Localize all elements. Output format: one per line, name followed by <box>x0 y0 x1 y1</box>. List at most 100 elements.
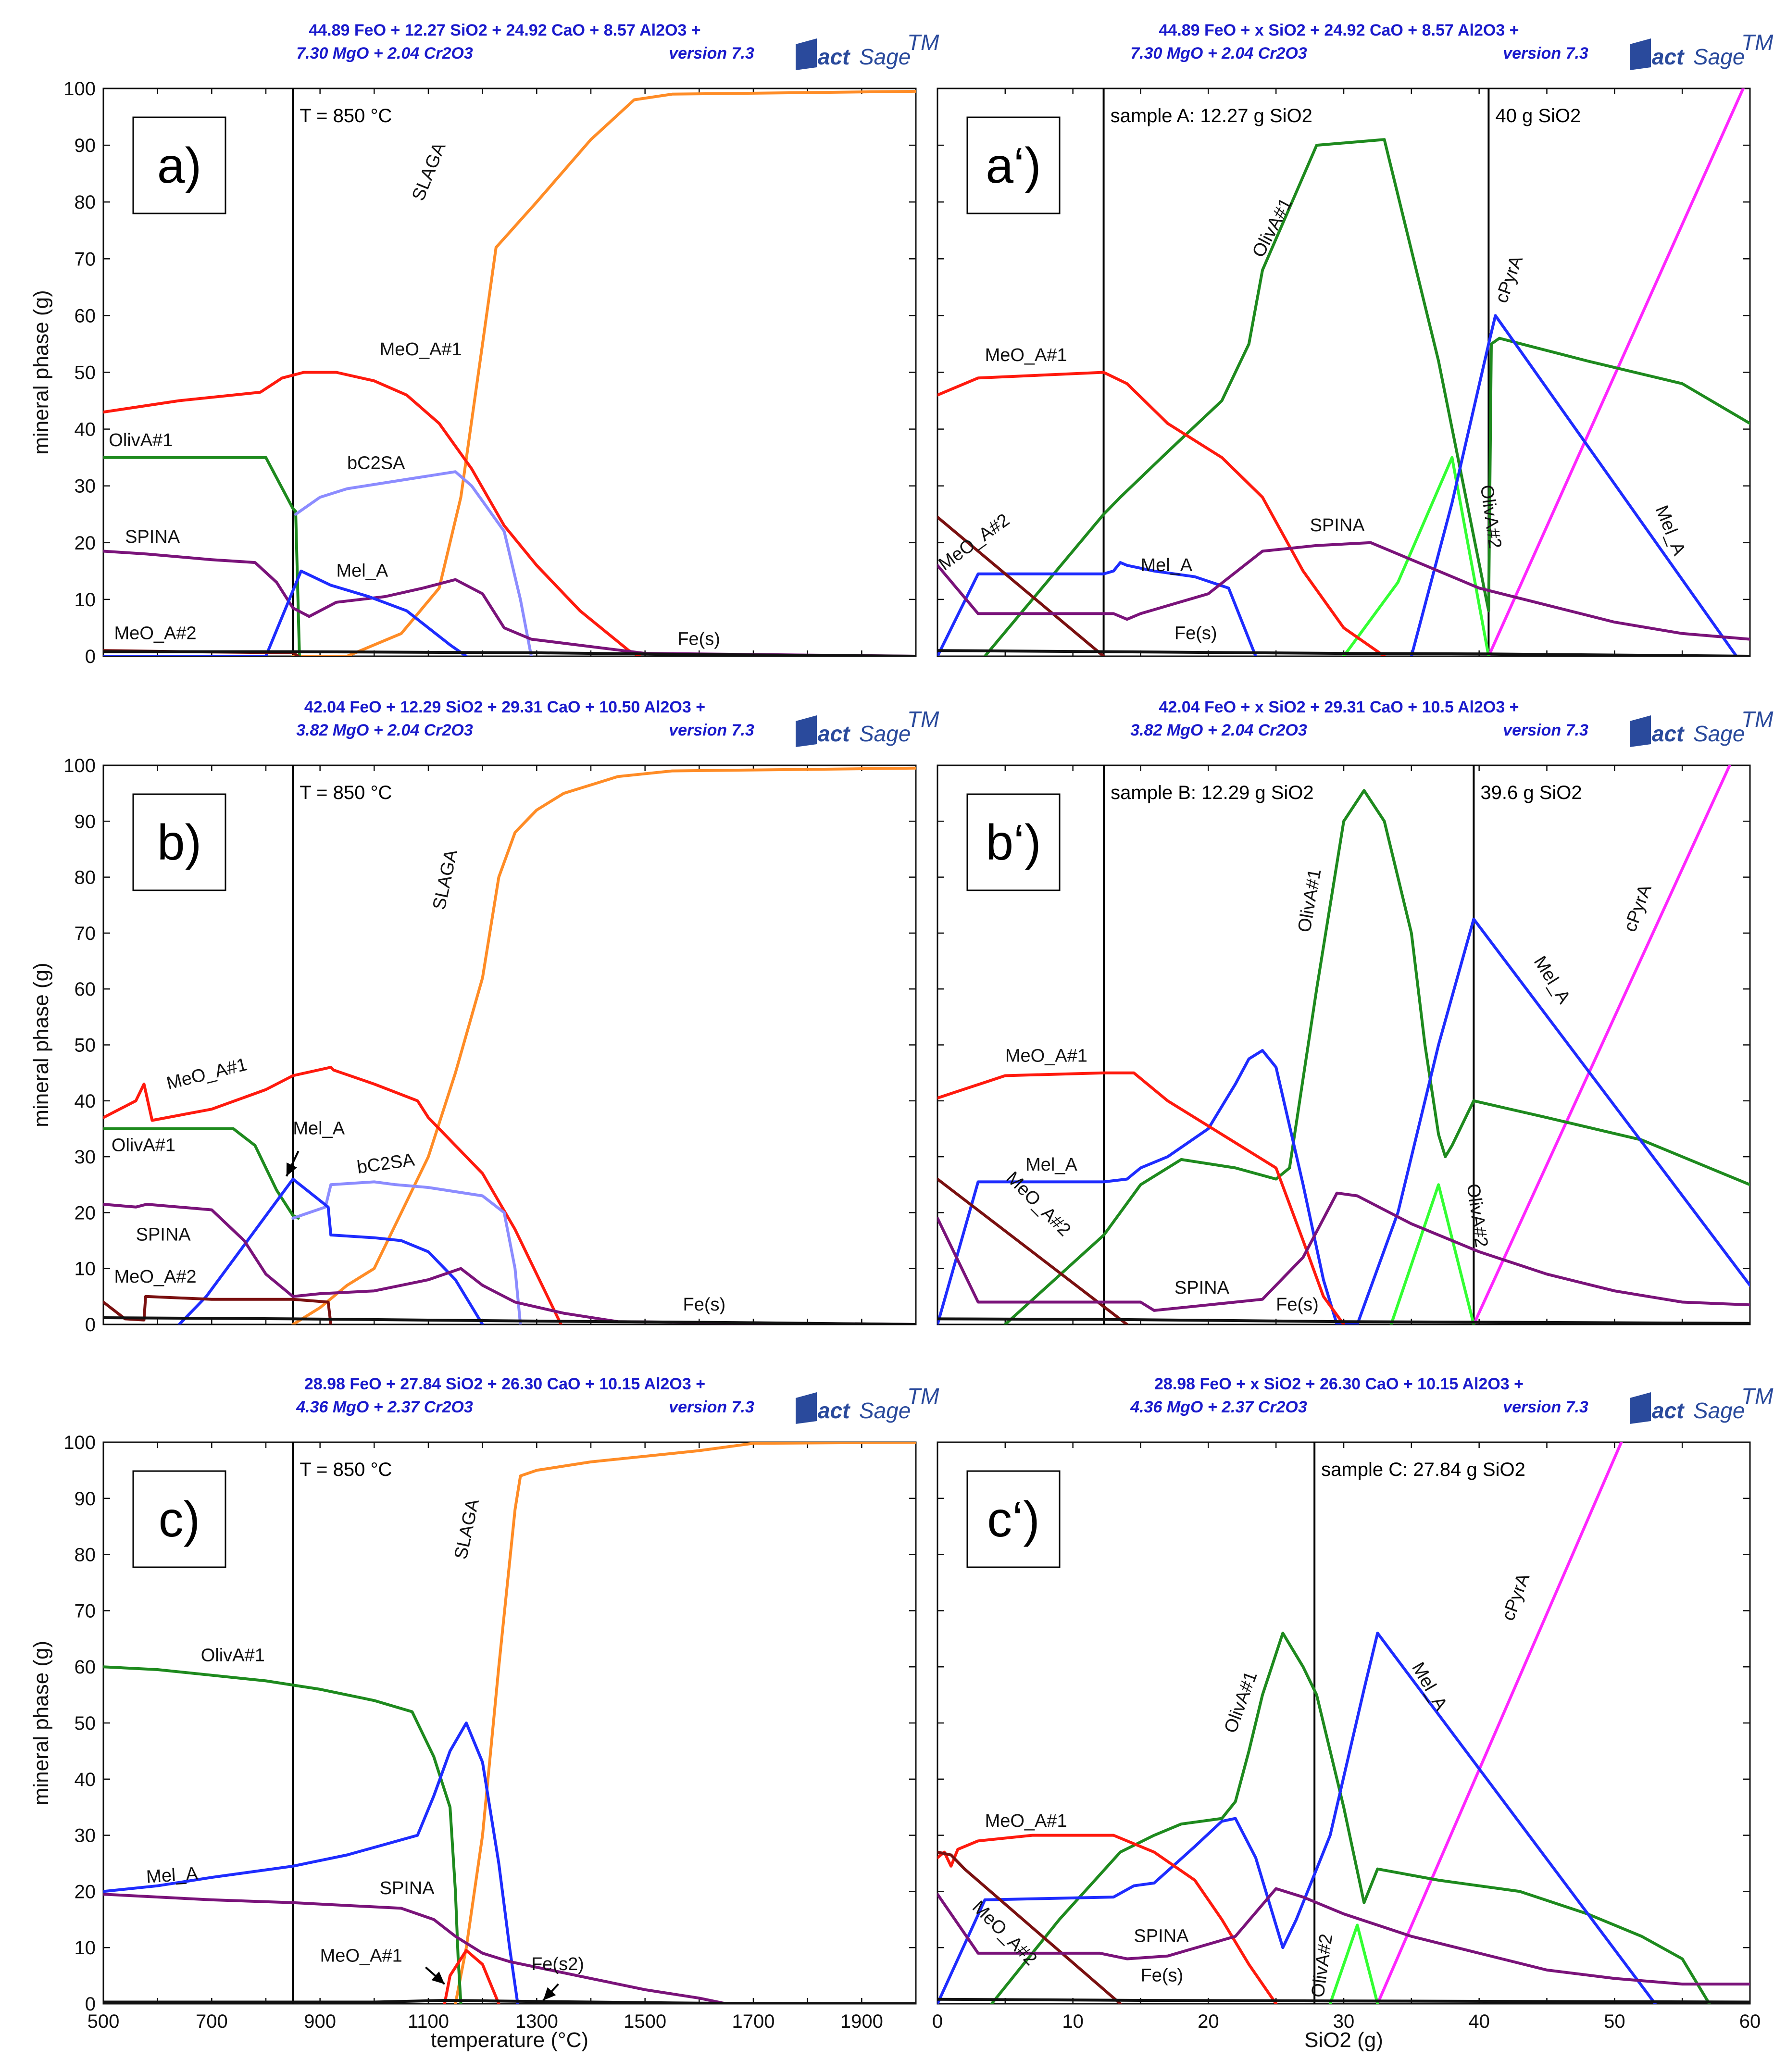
chart-title-line2: 3.82 MgO + 2.04 Cr2O3 <box>296 721 473 739</box>
series-group <box>103 766 916 1324</box>
y-tick-label: 30 <box>75 476 96 497</box>
chart-title-line1: 44.89 FeO + 12.27 SiO2 + 24.92 CaO + 8.5… <box>309 21 700 39</box>
chart-title-line2: 7.30 MgO + 2.04 Cr2O3 <box>296 44 473 62</box>
series-line-mel-a <box>177 1177 484 1324</box>
y-tick-label: 30 <box>75 1825 96 1847</box>
series-line-mel-a <box>937 917 1750 1324</box>
series-line-oliva2 <box>1342 456 1490 656</box>
series-label-meo-a1: MeO_A#1 <box>985 345 1067 365</box>
y-tick-label: 50 <box>75 362 96 384</box>
y-tick-label: 60 <box>75 979 96 1000</box>
x-axis-label: temperature (°C) <box>431 2028 588 2052</box>
series-label-meo-a2: MeO_A#2 <box>114 1267 197 1287</box>
y-tick-label: 10 <box>75 589 96 611</box>
fe-s2-arrow <box>542 1983 559 2001</box>
x-tick-label: 60 <box>1739 2011 1761 2032</box>
series-line-meo-a1 <box>103 1066 562 1324</box>
plot-frame <box>102 764 917 1325</box>
x-tick-label: 1700 <box>732 2011 775 2032</box>
series-line-fe-s <box>937 1997 1750 2004</box>
panel-label-box <box>132 793 226 891</box>
y-tick-label: 20 <box>75 533 96 554</box>
meo-a1-arrow <box>425 1966 446 1985</box>
y-axis-label: mineral phase (g) <box>29 962 53 1127</box>
series-line-meo-a1 <box>937 371 1386 656</box>
series-line-oliva1 <box>990 1632 1711 2004</box>
series-line-mel-a <box>937 561 1257 656</box>
series-line-fe-s <box>937 649 1750 656</box>
panel-label: a) <box>157 138 201 194</box>
logo-tm: TM <box>907 1384 939 1409</box>
series-line-oliva2 <box>1328 1923 1379 2004</box>
series-line-mel-a <box>103 1722 519 2004</box>
series-line-spina <box>103 1203 916 1324</box>
y-tick-label: 60 <box>75 305 96 326</box>
plot-frame <box>102 1441 917 2005</box>
marker-label: 40 g SiO2 <box>1495 105 1581 126</box>
series-line-spina <box>103 1893 728 2004</box>
logo-tm: TM <box>907 707 939 732</box>
y-tick-label: 100 <box>63 1432 96 1453</box>
panel-label-box <box>132 116 226 214</box>
series-line-cpyra <box>1376 1442 1623 2004</box>
series-line-mel-a <box>937 1632 1657 2004</box>
version-label: version 7.3 <box>669 721 754 739</box>
series-line-oliva1 <box>103 1127 300 1220</box>
x-tick-label: 700 <box>196 2011 228 2032</box>
logo-letter-f: F <box>799 40 816 70</box>
logo-brand-a: act <box>1652 721 1685 746</box>
series-line-bc2sa <box>291 1180 522 1324</box>
series-label-mel-a: Mel_A <box>293 1119 345 1139</box>
series-line-meo-a2 <box>937 1177 1129 1324</box>
marker-label: T = 850 °C <box>300 105 392 126</box>
series-line-mel-a <box>103 569 468 656</box>
x-tick-label: 20 <box>1198 2011 1219 2032</box>
series-line-bc2sa <box>294 470 533 656</box>
logo-mark <box>1630 38 1651 70</box>
series-line-slaga <box>291 766 916 1324</box>
logo-mark <box>1630 715 1651 747</box>
y-tick-label: 90 <box>75 811 96 832</box>
series-line-meo-a2 <box>937 1850 1122 2004</box>
series-label-spina: SPINA <box>125 527 180 547</box>
series-label-meo-a1: MeO_A#1 <box>1005 1046 1087 1066</box>
y-tick-label: 80 <box>75 867 96 888</box>
series-label-mel-a: Mel_A <box>336 561 388 581</box>
logo-brand-a: act <box>818 721 850 746</box>
y-tick-label: 20 <box>75 1881 96 1902</box>
chart-title-line2: 7.30 MgO + 2.04 Cr2O3 <box>1130 44 1307 62</box>
y-tick-label: 80 <box>75 192 96 213</box>
logo-letter-f: F <box>1633 1394 1650 1424</box>
x-tick-label: 500 <box>87 2011 120 2032</box>
y-tick-label: 40 <box>75 419 96 440</box>
logo-mark <box>1630 1392 1651 1424</box>
y-tick-label: 60 <box>75 1657 96 1678</box>
series-group <box>937 765 1750 1324</box>
series-label-spina: SPINA <box>380 1878 435 1898</box>
version-label: version 7.3 <box>1503 44 1588 62</box>
series-line-meo-a1 <box>937 1071 1345 1324</box>
logo-tm: TM <box>1741 707 1774 732</box>
marker-label: T = 850 °C <box>300 1459 392 1480</box>
series-line-fe-s <box>103 1316 916 1324</box>
series-line-oliva1 <box>983 138 1750 656</box>
y-tick-label: 0 <box>85 646 96 667</box>
logo-brand-a: act <box>1652 1398 1685 1423</box>
series-label-oliva1: OlivA#1 <box>109 430 173 450</box>
logo-tm: TM <box>1741 30 1774 55</box>
series-group <box>103 1442 916 2004</box>
panel-a2: 44.89 FeO + x SiO2 + 24.92 CaO + 8.57 Al… <box>935 21 1774 657</box>
x-tick-label: 50 <box>1604 2011 1625 2032</box>
series-line-meo-a2 <box>937 515 1105 656</box>
x-tick-label: 1100 <box>408 2011 449 2032</box>
marker-label: 39.6 g SiO2 <box>1480 782 1582 803</box>
chart-title-line2: 4.36 MgO + 2.37 Cr2O3 <box>296 1398 473 1416</box>
y-tick-label: 70 <box>75 1600 96 1622</box>
y-tick-label: 20 <box>75 1202 96 1223</box>
series-line-meo-a1 <box>937 1834 1278 2004</box>
y-tick-label: 90 <box>75 135 96 156</box>
series-line-spina <box>103 549 916 656</box>
